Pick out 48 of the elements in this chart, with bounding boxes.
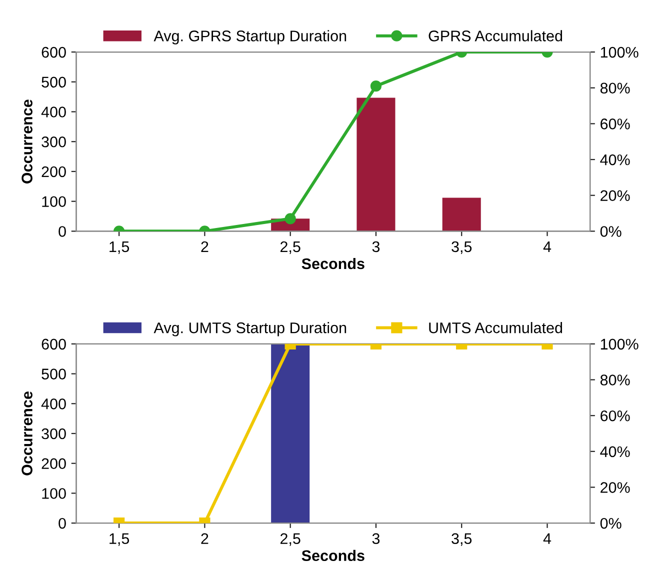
y-tick-label: 600 (42, 46, 66, 58)
x-tick-label: 2,5 (280, 241, 300, 254)
y2-tick-label: 80% (600, 374, 630, 386)
y-tick-label: 200 (42, 458, 66, 470)
x-tick-label: 3 (372, 241, 380, 252)
y2-tick-label: 0% (600, 518, 622, 529)
y2-tick-label: 60% (600, 118, 630, 130)
y-tick-label: 600 (42, 338, 66, 350)
y2-tick-label: 60% (600, 410, 630, 422)
x-tick-label: 3,5 (452, 533, 472, 546)
x-tick-label: 1,5 (110, 241, 130, 254)
y2-tick-label: 80% (600, 82, 630, 94)
y-tick-label: 300 (42, 136, 66, 148)
y-tick-label: 0 (58, 226, 66, 237)
y2-tick-label: 20% (600, 190, 630, 202)
y2-tick-label: 20% (600, 482, 630, 493)
x-tick-label: 2 (201, 533, 208, 544)
x-tick-label: 3 (372, 533, 380, 544)
y2-tick-label: 0% (600, 226, 622, 237)
y-tick-label: 0 (58, 518, 66, 529)
y-tick-label: 300 (42, 428, 66, 440)
y2-tick-label: 40% (600, 154, 630, 166)
x-axis-title: Seconds (302, 550, 364, 562)
legend-label: Avg. GPRS Startup Duration (154, 30, 346, 44)
y-axis-title: Occurrence (22, 392, 32, 476)
x-tick-label: 3,5 (452, 241, 472, 254)
x-tick-label: 2,5 (280, 533, 300, 546)
x-tick-label: 1,5 (110, 533, 130, 546)
y-tick-label: 100 (42, 196, 66, 208)
y-tick-label: 500 (42, 368, 66, 380)
y2-tick-label: 40% (600, 446, 630, 458)
x-tick-label: 2 (201, 241, 208, 252)
y-axis-title: Occurrence (22, 100, 32, 184)
x-tick-label: 4 (543, 533, 552, 544)
y-tick-label: 100 (42, 488, 66, 499)
bar (442, 198, 481, 232)
y2-tick-label: 100% (600, 46, 638, 58)
legend-label: Avg. UMTS Startup Duration (154, 322, 346, 336)
x-tick-label: 4 (543, 241, 552, 252)
y-tick-label: 400 (41, 398, 66, 410)
bar (356, 98, 396, 232)
y2-tick-label: 100% (600, 338, 638, 350)
y-tick-label: 400 (41, 106, 66, 118)
x-axis-title: Seconds (302, 258, 364, 270)
legend-label: UMTS Accumulated (429, 322, 562, 334)
y-tick-label: 200 (42, 166, 66, 178)
legend-label: GPRS Accumulated (428, 30, 562, 42)
y-tick-label: 500 (42, 76, 66, 88)
